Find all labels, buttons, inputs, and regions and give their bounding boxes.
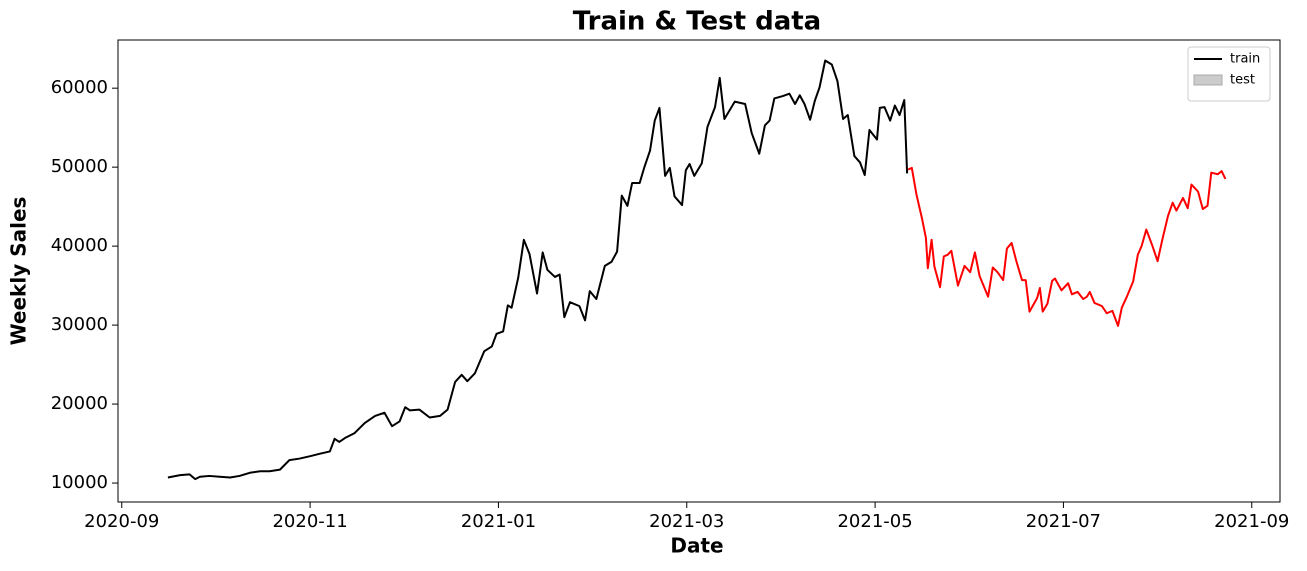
y-tick-label: 50000 [51,156,108,177]
x-tick-label: 2021-03 [649,511,724,532]
y-tick-label: 30000 [51,314,108,335]
legend-label: train [1230,52,1260,67]
y-tick-label: 10000 [51,472,108,493]
x-axis-label: Date [670,534,723,558]
x-tick-label: 2021-07 [1026,511,1101,532]
chart-title: Train & Test data [573,7,821,37]
x-tick-label: 2021-01 [461,511,536,532]
y-tick-label: 60000 [51,77,108,98]
series-line [907,166,1227,327]
series-line [167,59,909,481]
x-tick-label: 2020-09 [84,511,159,532]
legend: train test [1187,46,1271,102]
y-axis-label: Weekly Sales [7,197,31,346]
x-tick-label: 2021-05 [837,511,912,532]
x-tick-label: 2020-11 [272,511,347,532]
x-tick-label: 2021-09 [1214,511,1289,532]
plot-frame [117,39,1281,503]
y-tick-label: 20000 [51,393,108,414]
legend-box [1187,46,1271,102]
legend-label: test [1230,73,1255,88]
y-tick-label: 40000 [51,235,108,256]
legend-swatch [1193,74,1223,86]
